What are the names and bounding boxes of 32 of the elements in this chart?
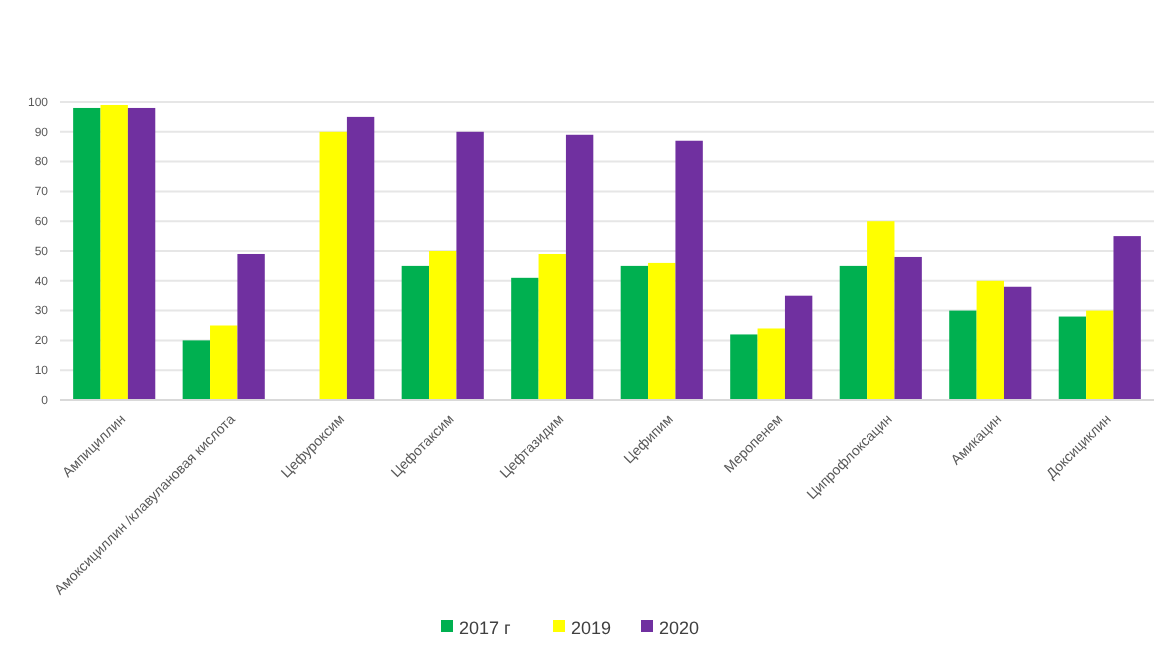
bar [1113,236,1141,400]
bar [127,107,156,400]
bar [894,256,922,400]
bar [319,131,347,400]
bar [1058,316,1087,400]
bar [210,325,238,400]
bar [839,265,868,400]
legend-label: 2020 [659,617,700,638]
bar [237,253,265,400]
bar [73,107,101,400]
bar [730,334,758,400]
legend-label: 2019 [571,617,612,638]
bar [867,221,895,400]
bar [1003,286,1032,400]
bar [511,277,539,400]
bar [100,104,128,400]
bar [401,265,430,400]
bar [949,310,977,400]
bar [648,262,676,400]
bar [757,328,785,400]
bar [565,134,594,400]
bar [456,131,484,400]
bar [620,265,649,400]
bar [346,116,375,400]
bar [1086,310,1114,400]
bar [675,140,703,400]
bar [429,251,457,400]
bar [784,295,813,400]
bar [538,253,566,400]
legend-label: 2017 г [459,617,513,638]
bar [182,340,211,400]
bar [976,280,1004,400]
